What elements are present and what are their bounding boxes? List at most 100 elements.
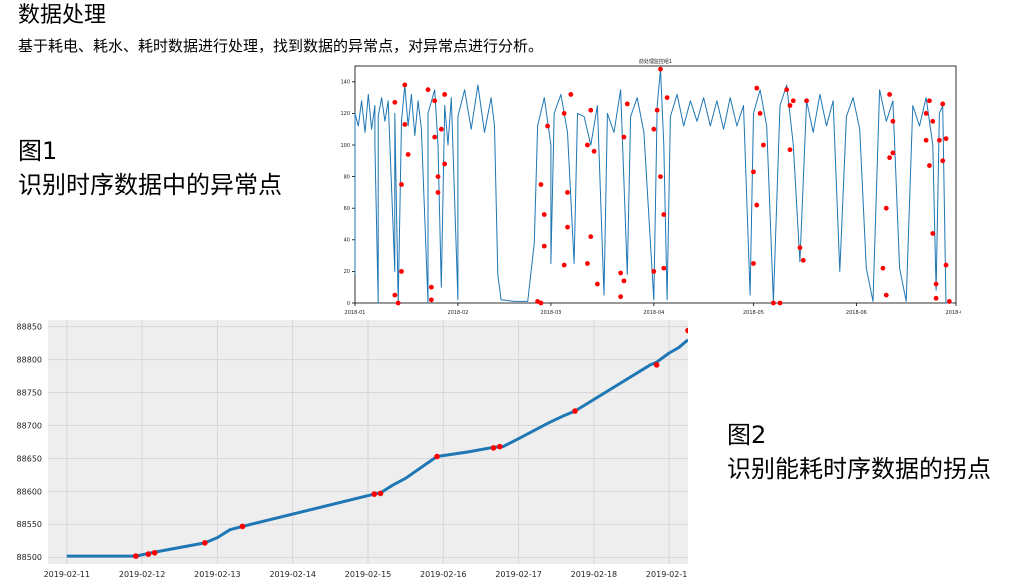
x-tick-label: 2019-02-14	[269, 570, 316, 579]
anomaly-marker	[438, 126, 444, 132]
x-tick-label: 2019-02-15	[345, 570, 392, 579]
series-line	[354, 68, 953, 304]
anomaly-marker	[568, 92, 574, 97]
anomaly-marker	[880, 265, 886, 271]
figure-1-number: 图1	[18, 137, 58, 165]
y-tick-label: 0	[347, 301, 350, 307]
anomaly-marker	[940, 158, 946, 164]
anomaly-marker	[883, 205, 889, 211]
y-tick-label: 140	[340, 80, 350, 86]
anomaly-marker	[538, 300, 544, 306]
anomaly-marker	[654, 107, 660, 113]
anomaly-marker	[890, 150, 896, 156]
turning-point-marker	[145, 551, 152, 557]
anomaly-marker	[618, 294, 624, 300]
turning-point-marker	[151, 549, 158, 556]
anomaly-marker	[618, 270, 624, 276]
anomaly-marker	[804, 98, 809, 104]
turning-point-marker	[377, 490, 384, 497]
x-tick-label: 2019-02-18	[571, 570, 618, 579]
anomaly-marker	[442, 161, 448, 167]
anomaly-chart: 2018-01 2018-02 2018-03 2018-04 2018-05 2018-…	[328, 54, 961, 318]
anomaly-marker	[661, 265, 667, 271]
y-tick-label: 88500	[17, 553, 42, 562]
turning-point-chart-svg: 2019-02-11 2019-02-12 2019-02-13 2019-02-14…	[17, 320, 688, 579]
x-tick-label: 2018-01	[345, 310, 366, 316]
anomaly-marker	[402, 122, 408, 127]
anomaly-marker	[621, 134, 627, 140]
anomaly-marker	[790, 98, 796, 104]
anomaly-marker	[927, 98, 932, 104]
anomaly-marker	[761, 142, 766, 148]
anomaly-marker	[585, 142, 590, 148]
anomaly-marker	[661, 212, 667, 217]
anomaly-marker	[943, 262, 949, 268]
anomaly-marker	[395, 300, 401, 306]
figure-2-caption: 图2 识别能耗时序数据的拐点	[727, 418, 991, 486]
anomaly-marker	[538, 182, 544, 187]
turning-point-marker	[434, 453, 440, 460]
turning-point-marker	[490, 445, 497, 451]
figure-2-number: 图2	[727, 421, 767, 449]
y-tick-label: 88700	[17, 421, 42, 430]
anomaly-marker	[757, 111, 763, 116]
anomaly-marker	[588, 107, 594, 113]
anomaly-marker	[561, 111, 567, 116]
turning-point-marker	[133, 553, 139, 559]
x-tick-label: 2018-06	[846, 310, 867, 316]
anomaly-marker	[933, 281, 939, 287]
x-tick-label: 2019-02-13	[194, 570, 241, 579]
anomaly-marker	[787, 103, 793, 108]
anomaly-marker	[887, 155, 892, 161]
anomaly-marker	[651, 269, 657, 274]
anomaly-marker	[787, 147, 793, 153]
anomaly-marker	[940, 101, 946, 107]
y-tick-label: 80	[344, 174, 350, 180]
anomaly-marker	[930, 118, 936, 124]
anomaly-marker	[927, 163, 932, 168]
turning-point-chart: 2019-02-11 2019-02-12 2019-02-13 2019-02-14…	[0, 316, 688, 583]
anomaly-marker	[621, 278, 627, 284]
anomaly-marker	[545, 123, 550, 129]
turning-point-marker	[572, 408, 578, 414]
anomaly-marker	[664, 95, 670, 100]
y-tick-label: 100	[340, 143, 350, 149]
anomaly-marker	[890, 118, 896, 124]
anomaly-marker	[432, 98, 438, 104]
anomaly-marker	[936, 137, 942, 143]
anomaly-marker	[428, 297, 434, 303]
x-tick-label: 2018-03	[540, 310, 561, 316]
turning-point-marker	[239, 523, 246, 530]
turning-point-marker	[685, 327, 688, 334]
page-title: 数据处理	[18, 3, 107, 28]
anomaly-marker	[399, 182, 404, 187]
figure-2-text: 识别能耗时序数据的拐点	[727, 455, 991, 483]
anomaly-marker	[565, 224, 570, 230]
anomaly-marker	[797, 245, 803, 251]
anomaly-marker	[754, 202, 760, 208]
x-tick-label: 2019-02-17	[495, 570, 542, 579]
anomaly-marker	[442, 92, 448, 97]
anomaly-marker	[561, 262, 567, 268]
anomaly-marker	[594, 281, 600, 287]
anomaly-marker	[754, 85, 760, 91]
anomaly-marker	[399, 269, 404, 274]
y-tick-label: 88600	[17, 487, 42, 496]
y-tick-label: 88800	[17, 355, 42, 364]
anomaly-marker	[777, 300, 783, 306]
anomaly-marker	[751, 169, 756, 175]
anomaly-marker	[541, 243, 547, 249]
y-tick-label: 40	[344, 238, 350, 244]
anomaly-marker	[402, 82, 408, 88]
anomaly-marker	[883, 292, 889, 298]
anomaly-marker	[930, 231, 936, 236]
x-tick-label: 2019-02-16	[420, 570, 467, 579]
anomaly-marker	[428, 284, 434, 290]
figure-1-text: 识别时序数据中的异常点	[18, 171, 282, 199]
anomaly-marker	[435, 174, 441, 179]
x-tick-label: 2019-02-19	[646, 570, 688, 579]
y-tick-label: 60	[344, 206, 350, 212]
anomaly-marker	[923, 137, 929, 143]
anomaly-marker	[435, 190, 441, 195]
anomaly-marker	[585, 261, 590, 266]
